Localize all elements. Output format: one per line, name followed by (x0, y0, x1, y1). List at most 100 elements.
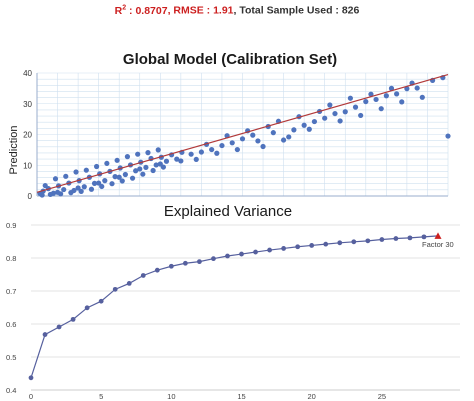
scatter-point (145, 150, 151, 156)
variance-y-tick-label: 0.5 (6, 353, 16, 362)
scatter-point (250, 132, 256, 138)
scatter-point (383, 93, 389, 99)
variance-point (253, 249, 258, 255)
variance-point (225, 253, 230, 259)
variance-point (98, 298, 104, 304)
variance-y-tick-label: 0.9 (6, 221, 16, 230)
scatter-point (286, 134, 292, 140)
variance-x-tick-label: 0 (29, 392, 33, 401)
scatter-point (373, 96, 379, 103)
variance-y-tick-label: 0.4 (6, 386, 16, 395)
scatter-point (112, 174, 118, 180)
scatter-point (188, 151, 194, 157)
scatter-y-tick-label: 20 (23, 131, 32, 140)
scatter-y-tick-label: 30 (23, 100, 32, 109)
scatter-point (119, 178, 125, 184)
scatter-point (281, 137, 287, 143)
scatter-point (332, 110, 338, 117)
scatter-point (129, 175, 136, 181)
variance-point (154, 267, 160, 273)
variance-title: Explained Variance (164, 203, 292, 220)
scatter-point (75, 185, 81, 191)
scatter-y-tick-label: 40 (23, 69, 32, 78)
variance-point (379, 237, 385, 242)
variance-point (42, 332, 48, 337)
variance-point (337, 240, 343, 246)
variance-point (197, 259, 202, 265)
scatter-point (83, 167, 89, 173)
variance-point (239, 251, 244, 257)
factor-annotation: Factor 30 (422, 240, 454, 249)
variance-point (407, 235, 413, 241)
variance-point (56, 324, 62, 330)
scatter-y-tick-label: 0 (28, 192, 33, 201)
scatter-point (234, 146, 240, 153)
scatter-point (81, 184, 87, 190)
scatter-point (209, 146, 215, 153)
variance-y-tick-label: 0.6 (6, 320, 16, 329)
variance-point (295, 244, 301, 250)
scatter-point (104, 160, 110, 167)
scatter-point (42, 182, 48, 189)
scatter-point (133, 168, 139, 174)
scatter-point (260, 143, 266, 150)
scatter-point (342, 109, 348, 115)
variance-point (70, 316, 76, 322)
variance-x-tick-label: 25 (378, 392, 386, 401)
scatter-point (47, 191, 53, 198)
variance-x-tick-label: 15 (237, 392, 245, 401)
r2-letter: R (114, 4, 123, 17)
scatter-point (327, 102, 333, 108)
scatter-point (150, 167, 156, 174)
scatter-point (419, 94, 425, 100)
variance-point (351, 239, 357, 245)
variance-point (365, 238, 371, 244)
variance-point (211, 256, 216, 262)
scatter-point (322, 115, 328, 121)
variance-point (393, 236, 399, 241)
scatter-point (157, 161, 163, 167)
scatter-point (102, 178, 108, 184)
scatter-point (337, 118, 343, 124)
scatter-point (219, 142, 225, 149)
scatter-point (39, 192, 45, 198)
variance-point (323, 241, 329, 247)
scatter-point (394, 91, 400, 97)
scatter-point (306, 126, 312, 132)
scatter-point (414, 85, 420, 91)
scatter-point (54, 189, 61, 195)
scatter-point (239, 136, 246, 142)
scatter-point (363, 98, 369, 105)
variance-point (421, 234, 427, 240)
model-stats: R2 : 0.8707, RMSE : 1.91, Total Sample U… (0, 4, 474, 17)
scatter-title: Global Model (Calibration Set) (123, 51, 337, 68)
scatter-point (73, 169, 79, 175)
scatter-point (399, 99, 405, 105)
scatter-point (378, 106, 384, 112)
scatter-plot: 0 10 20 30 40 (23, 69, 451, 201)
scatter-point (96, 180, 102, 186)
rmse-value: , RMSE : 1.91 (167, 4, 234, 17)
scatter-point (178, 158, 184, 164)
scatter-point (68, 190, 74, 196)
scatter-point (198, 149, 204, 155)
variance-point (168, 263, 174, 269)
variance-y-tick-label: 0.8 (6, 254, 16, 263)
scatter-y-axis-label: Prediction (8, 126, 20, 175)
scatter-point (163, 158, 170, 164)
scatter-point (193, 156, 199, 163)
scatter-point (122, 171, 128, 178)
scatter-point (404, 86, 410, 92)
variance-point (281, 246, 287, 251)
scatter-point (91, 180, 98, 186)
scatter-point (61, 186, 67, 193)
scatter-point (114, 157, 120, 163)
variance-x-tick-label: 5 (99, 392, 103, 401)
scatter-point (368, 91, 374, 97)
r2-value: : 0.8707 (126, 4, 168, 17)
scatter-point (214, 150, 220, 156)
scatter-point (291, 127, 297, 133)
r2-label: R2 : 0.8707 (114, 4, 168, 17)
scatter-point (99, 183, 105, 190)
